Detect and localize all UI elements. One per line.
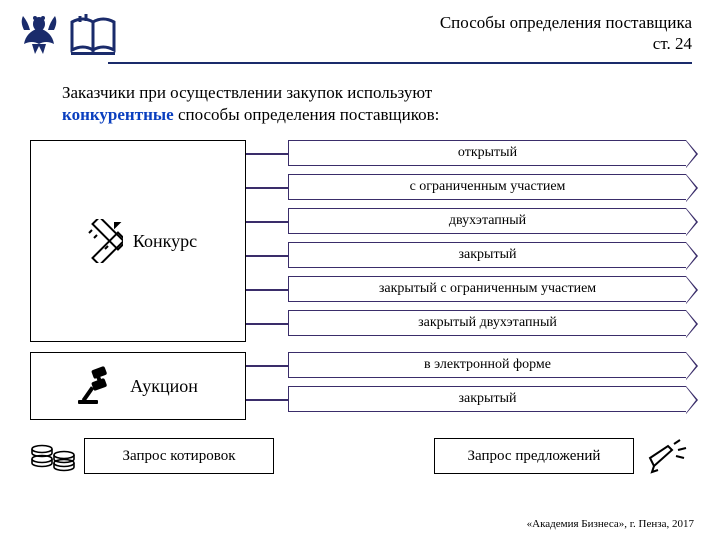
connector — [246, 187, 288, 189]
arrow-item: закрытый — [288, 386, 686, 412]
arrow-text: закрытый — [459, 247, 517, 263]
logo-area — [18, 12, 118, 56]
arrow-text: закрытый — [459, 391, 517, 407]
eagle-icon — [18, 12, 60, 56]
header: Способы определения поставщика ст. 24 — [0, 0, 720, 60]
proposal-request-label: Запрос предложений — [468, 448, 601, 465]
auction-arrows: в электронной форме закрытый — [288, 352, 686, 420]
book-icon — [68, 12, 118, 56]
arrow-text: закрытый двухэтапный — [418, 315, 557, 331]
intro-line-2: конкурентные способы определения поставщ… — [62, 104, 660, 126]
konkurs-arrows: открытый с ограниченным участием двухэта… — [288, 140, 686, 344]
header-divider — [108, 62, 692, 64]
arrow-text: открытый — [458, 145, 517, 161]
footer-text: «Академия Бизнеса», г. Пенза, 2017 — [527, 518, 694, 530]
connector — [246, 323, 288, 325]
connector — [246, 255, 288, 257]
auction-label: Аукцион — [130, 376, 198, 397]
quote-request-label: Запрос котировок — [123, 448, 236, 465]
intro-text: Заказчики при осуществлении закупок испо… — [62, 82, 660, 126]
title-line-2: ст. 24 — [440, 33, 692, 54]
arrow-text: двухэтапный — [449, 213, 526, 229]
arrow-item: закрытый — [288, 242, 686, 268]
ruler-pencil-icon — [79, 219, 123, 263]
arrow-item: с ограниченным участием — [288, 174, 686, 200]
konkurs-label: Конкурс — [133, 231, 197, 252]
arrow-text: закрытый с ограниченным участием — [379, 281, 596, 297]
gavel-icon — [78, 366, 120, 406]
arrow-text: в электронной форме — [424, 357, 551, 373]
intro-rest: способы определения поставщиков: — [174, 105, 440, 124]
arrow-item: двухэтапный — [288, 208, 686, 234]
megaphone-icon — [644, 436, 690, 476]
title-line-1: Способы определения поставщика — [440, 12, 692, 33]
arrow-item: закрытый с ограниченным участием — [288, 276, 686, 302]
connector — [246, 221, 288, 223]
quote-request-box: Запрос котировок — [84, 438, 274, 474]
arrow-text: с ограниченным участием — [410, 179, 566, 195]
arrow-item: закрытый двухэтапный — [288, 310, 686, 336]
arrow-item: открытый — [288, 140, 686, 166]
coins-icon — [30, 439, 76, 473]
connector — [246, 153, 288, 155]
konkurs-box: Конкурс — [30, 140, 246, 342]
intro-emphasis: конкурентные — [62, 105, 174, 124]
bottom-row: Запрос котировок Запрос предложений — [30, 436, 690, 476]
connector — [246, 365, 288, 367]
connector — [246, 289, 288, 291]
arrow-item: в электронной форме — [288, 352, 686, 378]
auction-box: Аукцион — [30, 352, 246, 420]
connector — [246, 399, 288, 401]
page-title: Способы определения поставщика ст. 24 — [440, 12, 692, 55]
proposal-request-box: Запрос предложений — [434, 438, 634, 474]
intro-line-1: Заказчики при осуществлении закупок испо… — [62, 82, 660, 104]
